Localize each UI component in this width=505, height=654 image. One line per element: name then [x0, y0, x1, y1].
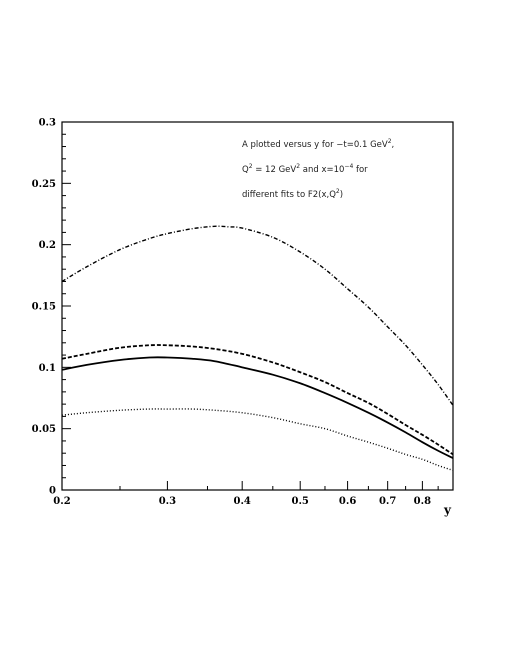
- y-tick-label: 0.05: [32, 424, 56, 435]
- annotation-line-1: A plotted versus y for −t=0.1 GeV2,: [242, 138, 394, 150]
- series-line-solid: [61, 356, 454, 459]
- x-tick-label: 0.4: [233, 496, 250, 507]
- y-tick-label: 0.2: [39, 240, 56, 251]
- series-line-dashed: [61, 344, 454, 456]
- tick-labels: 0 0.05 0.1 0.15 0.2 0.25 0.3 0.2 0.3 0.4 0.5 0.6 0.7…: [32, 118, 431, 508]
- y-tick-label: 0.1: [39, 363, 56, 374]
- plot-frame: [61, 121, 454, 491]
- annotation-line-3: different fits to F2(x,Q2): [242, 188, 343, 200]
- annotation: A plotted versus y for −t=0.1 GeV2, Q2 =…: [242, 138, 394, 200]
- series-line-dash-dot: [61, 225, 454, 406]
- y-tick-label: 0.25: [32, 179, 56, 190]
- tick-marks: [61, 121, 454, 491]
- x-tick-label: 0.2: [53, 496, 70, 507]
- annotation-line-2: Q2 = 12 GeV2 and x=10−4 for: [242, 163, 368, 175]
- series-line-dotted: [61, 408, 454, 472]
- series-layer: [61, 225, 454, 472]
- y-tick-label: 0.15: [32, 302, 56, 313]
- y-tick-label: 0: [49, 486, 56, 497]
- x-tick-label: 0.3: [159, 496, 176, 507]
- x-tick-label: 0.5: [291, 496, 308, 507]
- x-tick-label: 0.8: [414, 496, 431, 507]
- x-axis-label: y: [443, 503, 452, 517]
- x-tick-label: 0.6: [339, 496, 356, 507]
- x-tick-label: 0.7: [379, 496, 396, 507]
- y-tick-label: 0.3: [39, 118, 56, 129]
